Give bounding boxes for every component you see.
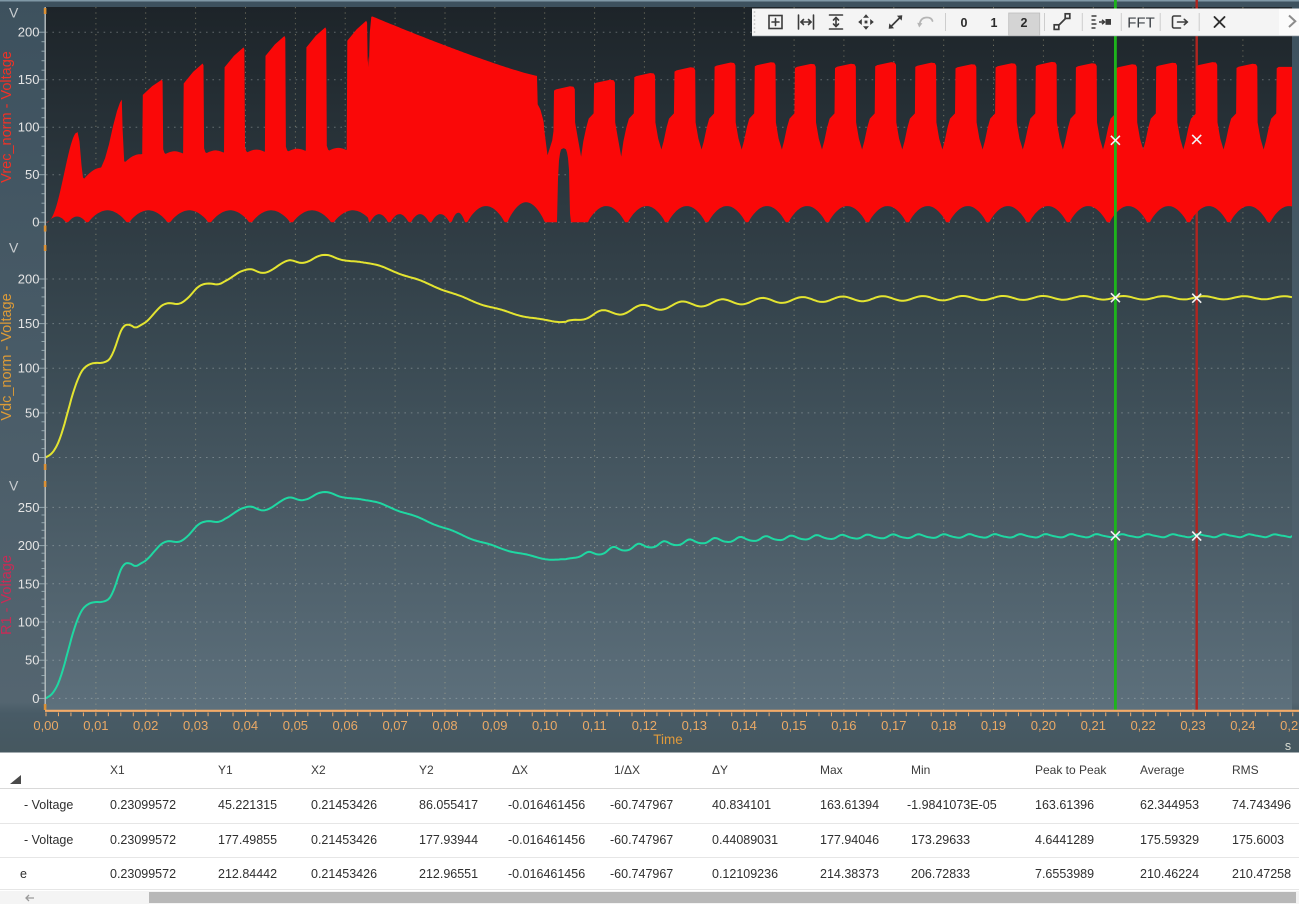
- svg-text:0,01: 0,01: [83, 718, 108, 733]
- svg-text:0,17: 0,17: [881, 718, 906, 733]
- svg-text:50: 50: [25, 167, 39, 182]
- svg-text:0: 0: [32, 691, 39, 706]
- svg-text:V: V: [9, 478, 19, 494]
- svg-text:0,13: 0,13: [682, 718, 707, 733]
- svg-text:0,04: 0,04: [233, 718, 258, 733]
- svg-text:150: 150: [18, 72, 40, 87]
- svg-text:100: 100: [18, 615, 40, 630]
- svg-text:0: 0: [32, 450, 39, 465]
- svg-text:0,09: 0,09: [482, 718, 507, 733]
- svg-text:0,02: 0,02: [133, 718, 158, 733]
- svg-text:150: 150: [18, 576, 40, 591]
- svg-text:250: 250: [18, 500, 40, 515]
- svg-text:1: 1: [991, 16, 998, 30]
- svg-text:0: 0: [961, 16, 968, 30]
- svg-text:0,18: 0,18: [931, 718, 956, 733]
- svg-text:2: 2: [1021, 16, 1028, 30]
- svg-text:200: 200: [18, 538, 40, 553]
- svg-text:0,19: 0,19: [981, 718, 1006, 733]
- svg-text:50: 50: [25, 405, 39, 420]
- svg-text:50: 50: [25, 653, 39, 668]
- svg-text:0,22: 0,22: [1130, 718, 1155, 733]
- svg-text:0,14: 0,14: [732, 718, 757, 733]
- svg-text:0,20: 0,20: [1031, 718, 1056, 733]
- svg-text:0,24: 0,24: [1230, 718, 1255, 733]
- svg-text:100: 100: [18, 120, 40, 135]
- svg-text:200: 200: [18, 272, 40, 287]
- svg-text:0,03: 0,03: [183, 718, 208, 733]
- svg-text:0,00: 0,00: [33, 718, 58, 733]
- svg-text:0,10: 0,10: [532, 718, 557, 733]
- svg-text:Time: Time: [653, 732, 683, 747]
- svg-text:FFT: FFT: [1127, 15, 1155, 32]
- svg-text:200: 200: [18, 25, 40, 40]
- svg-text:V: V: [9, 5, 19, 21]
- svg-text:0,16: 0,16: [831, 718, 856, 733]
- svg-text:s: s: [1285, 739, 1291, 753]
- svg-text:150: 150: [18, 316, 40, 331]
- svg-text:0,11: 0,11: [582, 718, 606, 733]
- svg-text:Vdc_norm - Voltage: Vdc_norm - Voltage: [0, 293, 15, 420]
- svg-text:Vrec_norm - Voltage: Vrec_norm - Voltage: [0, 51, 15, 183]
- svg-text:0,15: 0,15: [781, 718, 806, 733]
- svg-text:0,05: 0,05: [283, 718, 308, 733]
- svg-text:0: 0: [32, 215, 39, 230]
- svg-text:0,08: 0,08: [432, 718, 457, 733]
- svg-text:100: 100: [18, 361, 40, 376]
- svg-text:0,12: 0,12: [632, 718, 657, 733]
- svg-text:0,21: 0,21: [1081, 718, 1106, 733]
- svg-text:0,07: 0,07: [382, 718, 407, 733]
- svg-text:0,25: 0,25: [1280, 718, 1299, 733]
- svg-text:0,23: 0,23: [1180, 718, 1205, 733]
- svg-text:0,06: 0,06: [333, 718, 358, 733]
- svg-text:R1 - Voltage: R1 - Voltage: [0, 555, 15, 635]
- svg-text:V: V: [9, 240, 19, 256]
